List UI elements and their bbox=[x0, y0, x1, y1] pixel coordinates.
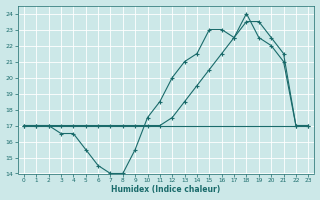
X-axis label: Humidex (Indice chaleur): Humidex (Indice chaleur) bbox=[111, 185, 221, 194]
